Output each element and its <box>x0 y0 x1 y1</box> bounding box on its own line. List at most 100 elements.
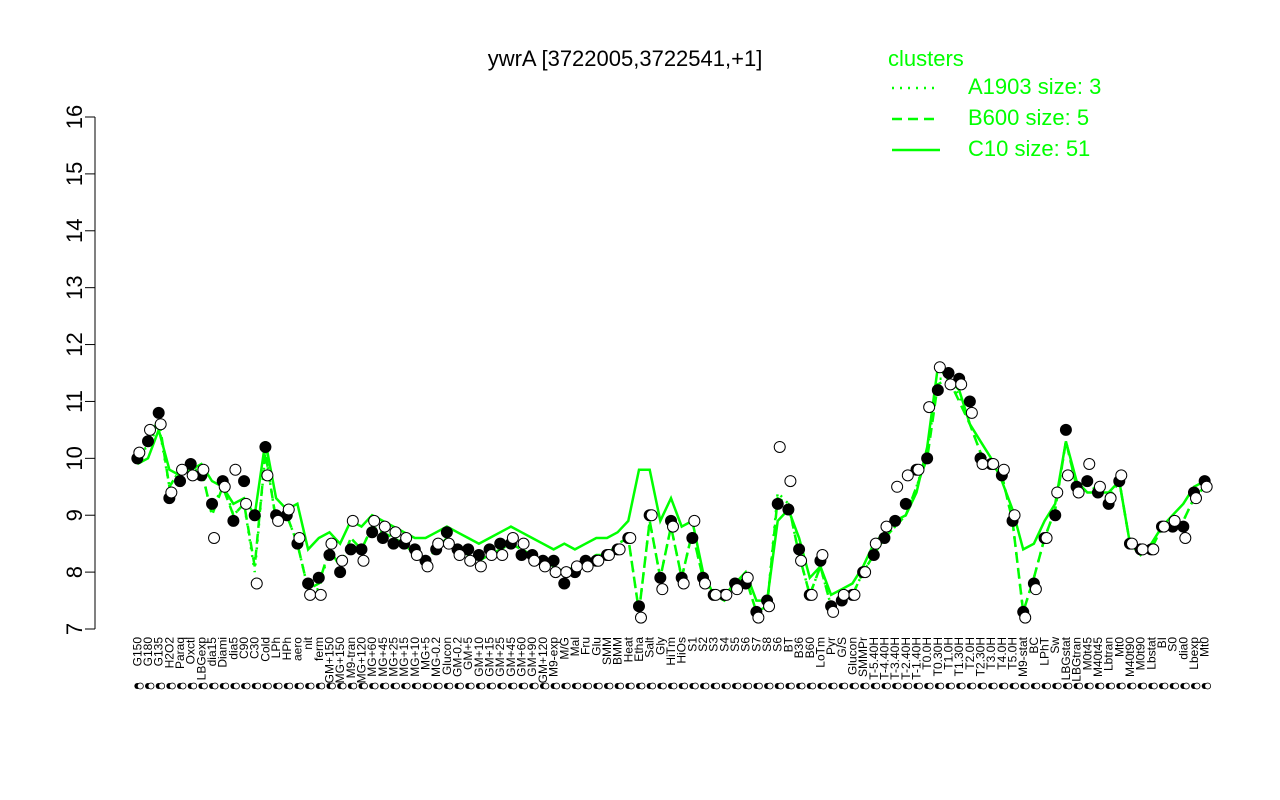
x-tick-label: GM+60 <box>515 637 529 677</box>
x-tick-label: BT <box>781 636 795 652</box>
data-point-open <box>634 611 647 624</box>
y-tick-label: 7 <box>62 623 87 635</box>
x-tick-label: B36 <box>792 637 806 659</box>
y-tick-label: 10 <box>62 446 87 470</box>
x-marker <box>1044 682 1051 690</box>
y-tick-label: 13 <box>62 275 87 299</box>
data-point-open <box>752 611 765 624</box>
data-point-filled <box>793 543 806 556</box>
x-marker <box>179 682 187 690</box>
y-tick-label: 8 <box>62 566 87 578</box>
data-point-filled <box>376 531 389 544</box>
data-point-open <box>837 588 850 601</box>
data-point-open <box>880 520 893 533</box>
data-point-open <box>560 566 573 579</box>
x-marker <box>990 682 998 690</box>
data-point-open <box>602 549 615 562</box>
x-marker <box>1065 682 1073 690</box>
x-marker <box>425 682 432 690</box>
x-marker <box>820 682 827 690</box>
data-point-open <box>987 458 1000 471</box>
x-tick-label: BMM <box>611 637 625 665</box>
x-marker <box>980 682 987 690</box>
x-tick-label: C30 <box>248 637 262 659</box>
x-tick-label: Glucon <box>845 637 859 675</box>
x-tick-label: HiTm <box>664 637 678 666</box>
x-tick-label: S2 <box>696 637 710 652</box>
x-marker <box>1129 682 1137 690</box>
x-marker <box>1108 682 1116 690</box>
data-point-filled <box>227 514 240 527</box>
data-point-open <box>304 588 317 601</box>
x-tick-label: dia15 <box>205 637 219 667</box>
x-marker <box>1150 682 1158 690</box>
data-point-open <box>325 537 338 550</box>
data-point-filled <box>686 531 699 544</box>
x-tick-label: S1 <box>685 637 699 652</box>
data-point-filled <box>152 406 165 419</box>
x-marker <box>1012 682 1019 690</box>
x-tick-label: T-2.40H <box>899 637 913 680</box>
data-point-open <box>1157 520 1170 533</box>
data-point-filled <box>259 440 272 453</box>
data-point-filled <box>942 367 955 379</box>
x-tick-label: BC <box>1027 637 1041 654</box>
x-tick-label: T1.0H <box>942 637 956 670</box>
x-marker <box>563 682 571 690</box>
data-point-open <box>1189 492 1202 505</box>
x-tick-label: M9-tran <box>344 637 358 678</box>
x-marker <box>649 682 657 690</box>
x-tick-label: C90 <box>237 637 251 659</box>
data-point-open <box>272 514 285 527</box>
x-tick-label: G150 <box>130 637 144 667</box>
data-point-open <box>400 531 413 544</box>
x-marker <box>510 682 518 690</box>
data-point-open <box>848 588 861 601</box>
x-marker <box>670 682 678 690</box>
data-point-open <box>517 537 530 550</box>
x-tick-label: Paraq <box>173 637 187 669</box>
x-tick-label: LoTm <box>813 637 827 668</box>
data-point-filled <box>963 395 976 408</box>
x-tick-label: S6 <box>771 637 785 652</box>
data-point-filled <box>142 435 155 448</box>
x-tick-label: T1.30H <box>952 637 966 676</box>
y-tick-label: 11 <box>62 390 87 413</box>
data-point-open <box>592 554 605 567</box>
data-point-open <box>1008 509 1021 522</box>
x-marker <box>681 682 689 690</box>
data-point-open <box>667 520 679 533</box>
x-marker <box>734 682 742 690</box>
x-tick-label: Salt <box>643 636 657 657</box>
x-tick-label: GM+25 <box>493 637 507 677</box>
x-marker <box>627 682 635 690</box>
x-marker <box>937 682 945 690</box>
x-marker <box>158 682 166 690</box>
data-point-open <box>432 537 445 550</box>
x-marker <box>1161 682 1169 690</box>
data-point-open <box>1200 480 1213 493</box>
x-marker <box>243 682 251 690</box>
x-marker <box>478 682 486 690</box>
data-point-open <box>773 440 786 453</box>
x-tick-label: G135 <box>152 637 166 667</box>
data-point-open <box>218 480 231 493</box>
series-line-dashed <box>136 376 1206 614</box>
data-point-open <box>859 566 872 579</box>
y-tick-label: 12 <box>62 332 87 356</box>
data-point-filled <box>771 497 784 510</box>
data-point-open <box>1040 531 1053 544</box>
data-point-open <box>731 583 744 596</box>
x-marker <box>595 682 603 690</box>
y-tick-label: 15 <box>62 162 87 186</box>
x-tick-label: T-3.40H <box>888 637 902 680</box>
x-marker <box>766 682 774 690</box>
data-point-open <box>186 469 199 482</box>
x-tick-label: T3.0H <box>984 637 998 670</box>
data-point-open <box>1083 458 1096 471</box>
data-point-open <box>1115 469 1128 482</box>
data-point-open <box>720 588 733 601</box>
data-point-open <box>923 401 936 414</box>
legend-entry: C10 size: 51 <box>968 136 1090 161</box>
data-point-open <box>549 566 562 579</box>
